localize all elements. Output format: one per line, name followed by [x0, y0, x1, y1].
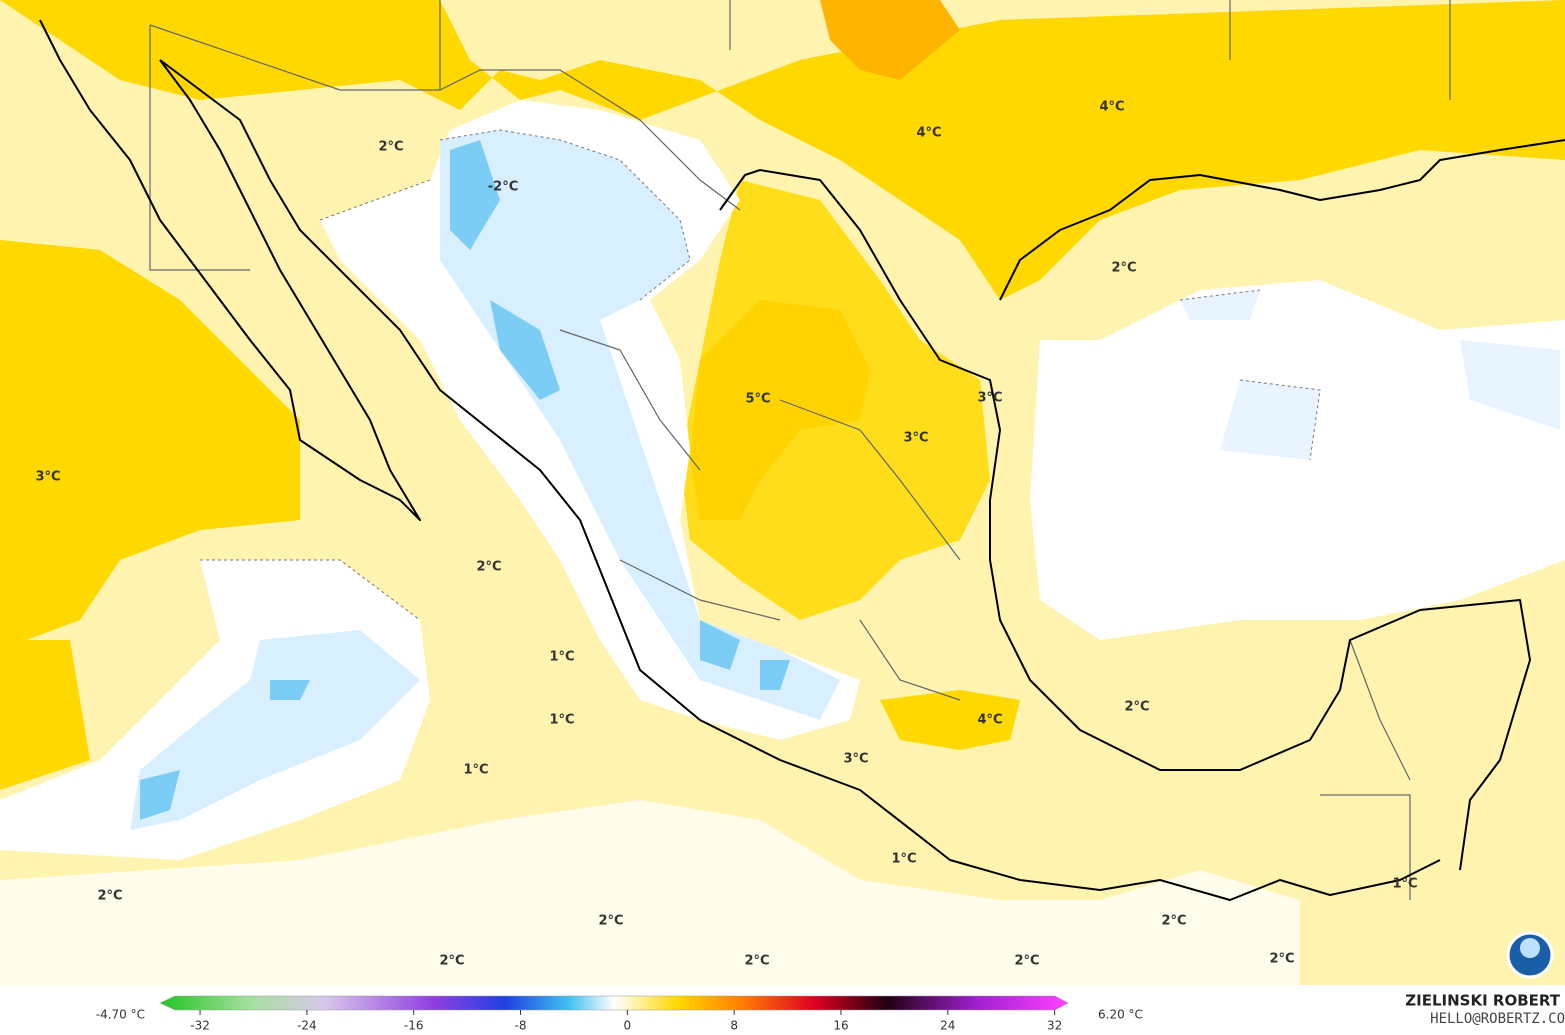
contour-label: 3°C [977, 391, 1002, 406]
contour-label: 1°C [549, 650, 574, 665]
map-shape [1520, 938, 1540, 958]
map-shape [159, 59, 1441, 901]
colorbar-tick-label: 24 [940, 1019, 955, 1033]
map-shape [680, 180, 990, 620]
credit-name: ZIELINSKI ROBERT [1405, 992, 1560, 1010]
contour-label: 5°C [745, 392, 770, 407]
colorbar-tick-label: -16 [404, 1019, 424, 1033]
map-shape [719, 169, 761, 211]
map-shape [450, 140, 790, 690]
map-shape [880, 690, 1020, 750]
contour-label: 3°C [843, 752, 868, 767]
contour-label: 4°C [977, 713, 1002, 728]
contour-label: 2°C [378, 140, 403, 155]
max-label: 6.20 °C [1098, 1008, 1143, 1022]
min-label: -4.70 °C [96, 1008, 145, 1022]
contour-label: 3°C [903, 431, 928, 446]
map-shape [200, 129, 1321, 621]
contour-label: -2°C [488, 180, 518, 195]
contour-label: 2°C [1111, 261, 1136, 276]
map-shape [759, 169, 1531, 871]
map-field [0, 0, 1565, 985]
contour-label: 2°C [97, 889, 122, 904]
credit-email: HELLO@ROBERTZ.CO [1430, 1011, 1565, 1027]
contour-label: 2°C [476, 560, 501, 575]
map-shape [0, 240, 300, 650]
map-shape [0, 640, 90, 790]
contour-label: 3°C [35, 470, 60, 485]
map-shape [149, 0, 1451, 900]
map-shape [999, 139, 1565, 301]
colorbar-tick-label: -8 [515, 1019, 527, 1033]
map-shape [0, 0, 1565, 300]
map-shape [1030, 280, 1565, 640]
map-shape [130, 630, 420, 830]
colorbar-ramp [159, 995, 1069, 1011]
colorbar-tick-label: 8 [730, 1019, 738, 1033]
colorbar: -4.70 °C 6.20 °C ZIELINSKI ROBERT HELLO@… [96, 992, 1565, 1033]
map-shape [39, 19, 421, 521]
contour-label: 2°C [1161, 914, 1186, 929]
colorbar-tick-label: 0 [624, 1019, 632, 1033]
contour-label: 1°C [891, 852, 916, 867]
contour-label: 1°C [549, 713, 574, 728]
contour-label: 1°C [1392, 877, 1417, 892]
map-shape [820, 0, 960, 80]
map-shape [1180, 290, 1560, 460]
colorbar-tick-label: -24 [297, 1019, 317, 1033]
contour-labels: 2°C -2°C 4°C 4°C 2°C 5°C 3°C 3°C 3°C 2°C 1°C 1°C 4°C… [35, 100, 1417, 969]
contour-label: 2°C [744, 954, 769, 969]
contour-label: 2°C [439, 954, 464, 969]
contour-label: 1°C [463, 763, 488, 778]
colorbar-tick-label: 16 [833, 1019, 848, 1033]
colorbar-tick-label: 32 [1047, 1019, 1062, 1033]
colorbar-tick-label: -32 [190, 1019, 210, 1033]
contour-label: 2°C [1014, 954, 1039, 969]
map-shape [140, 680, 310, 820]
contour-label: 2°C [598, 914, 623, 929]
contour-label: 4°C [916, 126, 941, 141]
contour-label: 2°C [1124, 700, 1149, 715]
contour-label: 2°C [1269, 952, 1294, 967]
contour-label: 4°C [1099, 100, 1124, 115]
map-shape [440, 130, 840, 720]
map-shape [0, 800, 1300, 985]
